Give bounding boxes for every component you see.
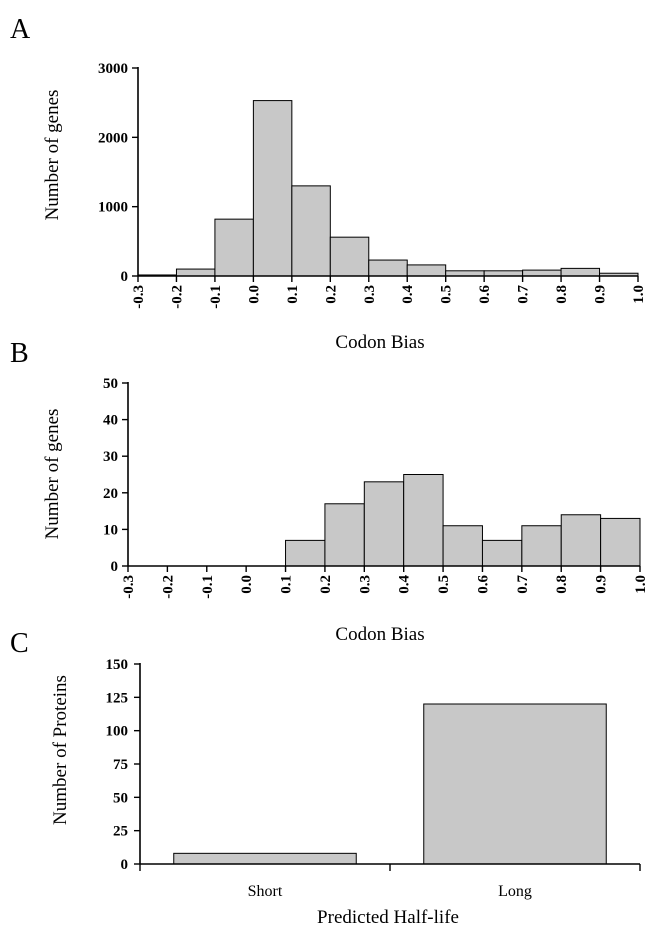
x-tick-label: 0.9 [594, 575, 610, 594]
bar [403, 474, 444, 567]
panel-b-letter: B [10, 338, 29, 369]
x-category-label: Short [248, 883, 283, 900]
x-tick-label: 0.0 [239, 575, 255, 594]
panel-a-bars [137, 100, 639, 277]
panel-a-ylabel: Number of genes [42, 90, 63, 221]
y-tick-label: 0 [111, 559, 119, 575]
x-tick-label: -0.3 [121, 575, 137, 599]
bar [406, 264, 447, 277]
panel-b-xlabel: Codon Bias [335, 624, 424, 645]
y-tick-label: 50 [113, 790, 128, 806]
panel-c-ylabel: Number of Proteins [50, 675, 71, 825]
panel-b-ylabel: Number of genes [42, 409, 63, 540]
x-tick-label: 0.6 [477, 285, 493, 304]
x-tick-label: 0.3 [362, 285, 378, 304]
x-tick-label: 0.1 [285, 285, 301, 304]
x-tick-label: 1.0 [631, 285, 647, 304]
y-tick-label: 10 [103, 522, 118, 538]
y-tick-label: 100 [106, 724, 129, 740]
x-tick-label: 0.7 [515, 575, 531, 594]
bar [368, 259, 408, 277]
bar [173, 852, 357, 865]
bar [560, 267, 601, 277]
panel-c-xlabel: Predicted Half-life [317, 907, 459, 928]
y-tick-label: 25 [113, 824, 128, 840]
bar [291, 185, 331, 277]
bar [285, 539, 326, 567]
x-tick-label: 0.4 [397, 575, 413, 594]
bar [175, 268, 216, 277]
x-tick-label: 1.0 [633, 575, 648, 594]
y-tick-label: 75 [113, 757, 128, 773]
bar [363, 481, 405, 567]
panel-c-axes: Short Long 0 25 50 75 100 125 150 [106, 657, 641, 900]
x-tick-label: 0.6 [475, 575, 491, 594]
panel-b-bars [285, 474, 641, 567]
x-tick-label: -0.2 [160, 575, 176, 599]
bar [600, 517, 641, 567]
x-tick-label: 0.8 [554, 285, 570, 304]
y-tick-label: 0 [121, 857, 129, 873]
x-tick-label: -0.1 [208, 285, 224, 309]
panel-a-axes: 0 1000 2000 3000 -0.3 -0.2 -0.1 0.0 0.1 0.2 0.3 0.4… [98, 61, 647, 309]
x-tick-label: 0.4 [400, 285, 416, 304]
x-tick-label: 0.9 [593, 285, 609, 304]
panel-c: C Number of Proteins Predicted Half-life… [10, 628, 641, 928]
x-tick-label: 0.5 [436, 575, 452, 594]
panel-c-bars [173, 703, 607, 865]
bar [324, 503, 365, 567]
bar [214, 218, 254, 277]
y-tick-label: 30 [103, 449, 118, 465]
y-tick-label: 3000 [98, 61, 128, 77]
panel-c-letter: C [10, 628, 29, 659]
bar [252, 100, 293, 277]
x-tick-label: 0.2 [318, 575, 334, 594]
panel-a: A Number of genes Codon Bias 0 1000 2000 30… [10, 14, 647, 353]
y-tick-label: 150 [106, 657, 129, 673]
y-tick-label: 0 [121, 269, 129, 285]
x-tick-label: 0.0 [246, 285, 262, 304]
y-tick-label: 50 [103, 376, 118, 392]
x-tick-label: 0.2 [323, 285, 339, 304]
x-tick-label: 0.7 [516, 285, 532, 304]
bar [481, 539, 523, 567]
x-tick-label: -0.3 [131, 285, 147, 309]
bar [442, 525, 483, 567]
y-tick-label: 1000 [98, 200, 128, 216]
panel-a-letter: A [10, 14, 31, 45]
x-tick-label: -0.2 [169, 285, 185, 309]
bar [423, 703, 607, 865]
y-tick-label: 20 [103, 486, 118, 502]
x-tick-label: -0.1 [200, 575, 216, 599]
x-category-label: Long [498, 883, 532, 900]
x-tick-label: 0.1 [279, 575, 295, 594]
bar [329, 236, 370, 277]
y-tick-label: 40 [103, 413, 118, 429]
x-tick-label: 0.5 [439, 285, 455, 304]
panel-b-axes: 0 10 20 30 40 50 -0.3 -0.2 -0.1 0.0 0.1 0.2 0.3 0.4 0.… [103, 376, 648, 599]
bar [521, 525, 562, 567]
y-tick-label: 125 [106, 690, 129, 706]
panel-a-xlabel: Codon Bias [335, 332, 424, 353]
bar [522, 269, 562, 277]
panel-b: B Number of genes Codon Bias 0 10 20 30 40 50… [10, 338, 648, 645]
y-tick-label: 2000 [98, 130, 128, 146]
x-tick-label: 0.8 [554, 575, 570, 594]
bar [560, 514, 602, 567]
x-tick-label: 0.3 [357, 575, 373, 594]
